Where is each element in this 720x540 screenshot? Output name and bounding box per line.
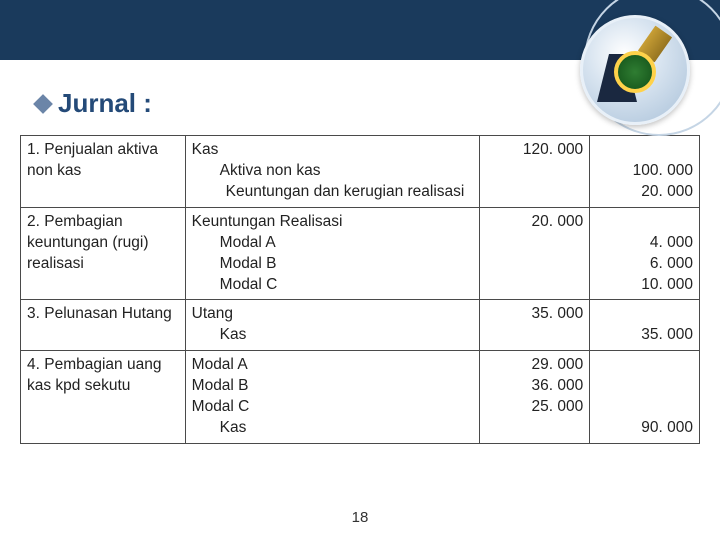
table-row: 2. Pembagian keuntungan (rugi) realisasi… xyxy=(21,207,700,300)
diamond-bullet-icon xyxy=(33,94,53,114)
account-line: Keuntungan Realisasi xyxy=(192,212,474,233)
table-row: 4. Pembagian uang kas kpd sekutuModal AM… xyxy=(21,351,700,444)
account-line: Kas xyxy=(192,325,474,346)
credit-column: 4. 000 6. 000 10. 000 xyxy=(590,207,700,300)
debit-column: 20. 000 xyxy=(480,207,590,300)
account-line: Kas xyxy=(192,140,474,161)
credit-column: 35. 000 xyxy=(590,300,700,351)
account-line: Utang xyxy=(192,304,474,325)
account-line: Keuntungan dan kerugian realisasi xyxy=(192,182,474,203)
table-row: 3. Pelunasan HutangUtangKas35. 000 35. 0… xyxy=(21,300,700,351)
account-line: Modal C xyxy=(192,275,474,296)
account-lines: Keuntungan RealisasiModal AModal BModal … xyxy=(185,207,480,300)
account-lines: Modal AModal BModal CKas xyxy=(185,351,480,444)
account-line: Aktiva non kas xyxy=(192,161,474,182)
account-line: Modal C xyxy=(192,397,474,418)
credit-column: 90. 000 xyxy=(590,351,700,444)
debit-column: 35. 000 xyxy=(480,300,590,351)
account-line: Modal A xyxy=(192,355,474,376)
slide-title: Jurnal : xyxy=(58,88,152,119)
journal-table: 1. Penjualan aktiva non kasKasAktiva non… xyxy=(20,135,700,444)
page-number: 18 xyxy=(352,509,369,526)
entry-description: 1. Penjualan aktiva non kas xyxy=(21,136,186,208)
entry-description: 4. Pembagian uang kas kpd sekutu xyxy=(21,351,186,444)
debit-column: 29. 000 36. 000 25. 000 xyxy=(480,351,590,444)
account-lines: KasAktiva non kasKeuntungan dan kerugian… xyxy=(185,136,480,208)
entry-description: 2. Pembagian keuntungan (rugi) realisasi xyxy=(21,207,186,300)
credit-column: 100. 000 20. 000 xyxy=(590,136,700,208)
account-line: Kas xyxy=(192,418,474,439)
debit-column: 120. 000 xyxy=(480,136,590,208)
logo-icon xyxy=(580,15,690,125)
account-lines: UtangKas xyxy=(185,300,480,351)
account-line: Modal B xyxy=(192,376,474,397)
account-line: Modal B xyxy=(192,254,474,275)
table-row: 1. Penjualan aktiva non kasKasAktiva non… xyxy=(21,136,700,208)
journal-table-container: 1. Penjualan aktiva non kasKasAktiva non… xyxy=(0,129,720,444)
account-line: Modal A xyxy=(192,233,474,254)
entry-description: 3. Pelunasan Hutang xyxy=(21,300,186,351)
